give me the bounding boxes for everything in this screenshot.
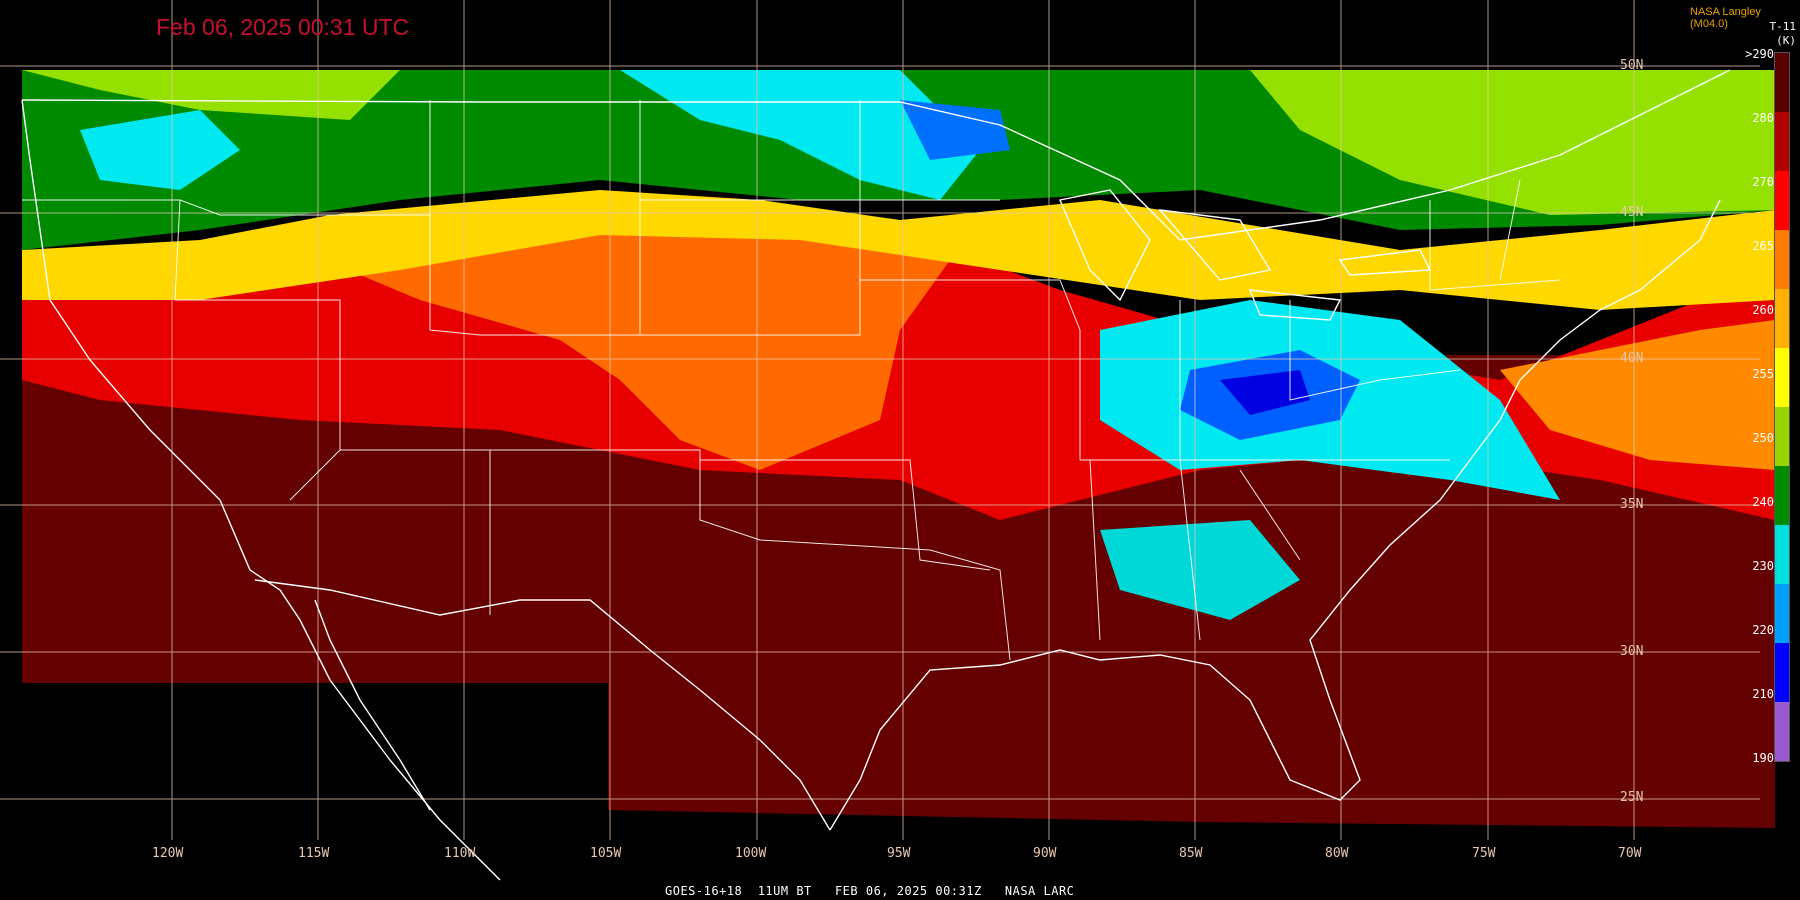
colorbar-label-240: 240 [1752, 495, 1774, 509]
blue-center [1220, 370, 1310, 415]
colorbar-label-230: 230 [1752, 559, 1774, 573]
colorbar-label-220: 220 [1752, 623, 1774, 637]
colorbar-label-280: 280 [1752, 111, 1774, 125]
lat-label-35n: 35N [1620, 497, 1644, 512]
great-lakes [1059, 189, 1432, 321]
band-label: T-11 [1769, 20, 1797, 33]
lat-label-40n: 40N [1620, 351, 1644, 366]
lon-label-90w: 90W [1033, 846, 1057, 861]
orange-band [300, 210, 950, 470]
us-canada-border [21, 69, 1731, 241]
baja [314, 599, 431, 811]
graticule [0, 0, 1760, 840]
lon-label-95w: 95W [887, 846, 911, 861]
colorbar-label-290: >290 [1745, 47, 1774, 61]
unit-label: (K) [1776, 34, 1796, 47]
lon-label-75w: 75W [1472, 846, 1496, 861]
lon-label-80w: 80W [1325, 846, 1349, 861]
colorbar-label-270: 270 [1752, 175, 1774, 189]
lon-label-100w: 100W [735, 846, 767, 861]
footer-caption: GOES-16+18 11UM BT FEB 06, 2025 00:31Z N… [665, 884, 1075, 898]
temperature-color-bar [1774, 52, 1790, 762]
yellow-band [22, 190, 1775, 310]
state-lines [22, 100, 1561, 661]
blue-north [900, 100, 1010, 160]
orange-east [1500, 320, 1775, 470]
lon-label-120w: 120W [152, 846, 184, 861]
colorbar-label-210: 210 [1752, 687, 1774, 701]
colorbar-label-265: 265 [1752, 239, 1774, 253]
credit-label: NASA Langley (M04.0) [1690, 6, 1761, 30]
warm-region [22, 355, 1775, 828]
lat-label-50n: 50N [1620, 58, 1644, 73]
colorbar-label-190: 190 [1752, 751, 1774, 765]
lat-label-45n: 45N [1620, 205, 1644, 220]
colorbar-label-250: 250 [1752, 431, 1774, 445]
lon-label-105w: 105W [590, 846, 622, 861]
west-coast [21, 99, 501, 881]
us-mexico-border [254, 579, 831, 831]
colorbar-label-260: 260 [1752, 303, 1774, 317]
cyan-nw [80, 110, 240, 190]
lat-label-25n: 25N [1620, 790, 1644, 805]
lightgreen-nw [22, 70, 400, 120]
colorbar-label-255: 255 [1752, 367, 1774, 381]
lon-label-115w: 115W [298, 846, 330, 861]
cyan-south [1100, 520, 1300, 620]
lon-label-110w: 110W [444, 846, 476, 861]
lon-label-85w: 85W [1179, 846, 1203, 861]
lightgreen-ne [1250, 70, 1775, 215]
lon-label-70w: 70W [1618, 846, 1642, 861]
timestamp-title: Feb 06, 2025 00:31 UTC [156, 14, 410, 40]
gulf-coast [829, 199, 1721, 831]
lat-label-30n: 30N [1620, 644, 1644, 659]
boundaries [21, 69, 1731, 881]
